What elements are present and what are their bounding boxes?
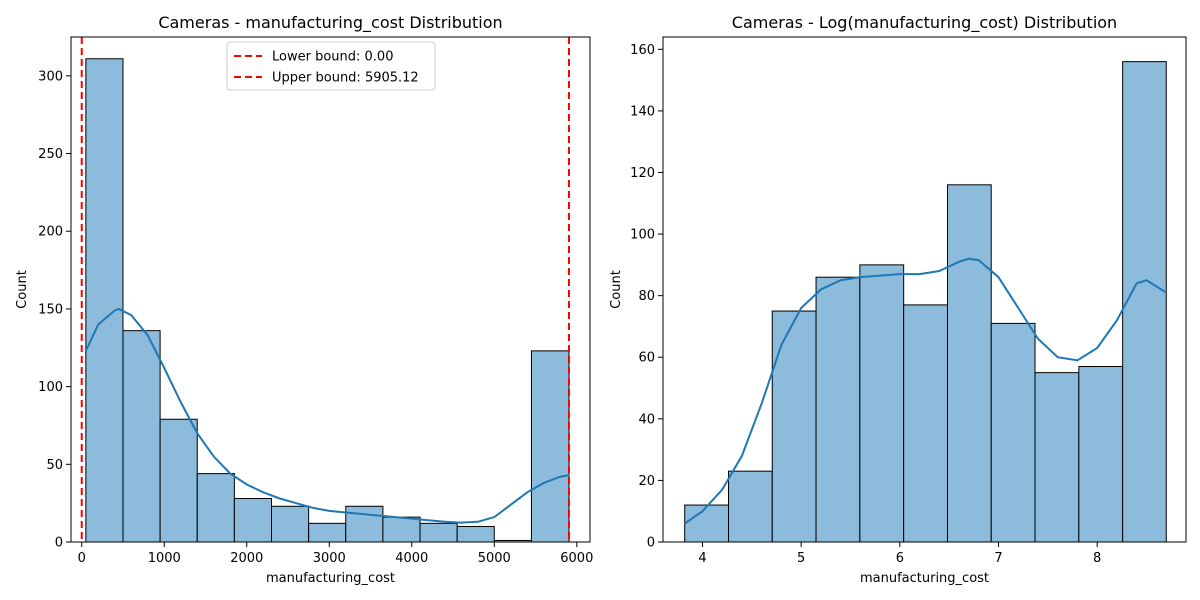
histogram-bar — [1122, 61, 1167, 543]
kde-line — [684, 257, 1167, 525]
histogram-bar — [196, 473, 235, 543]
y-tick-label: 120 — [630, 166, 655, 181]
y-tick-label: 150 — [38, 302, 63, 317]
x-axis-label: manufacturing_cost — [266, 571, 395, 586]
y-tick-label: 0 — [647, 536, 655, 551]
y-tick-label: 40 — [638, 412, 655, 427]
histogram-bar — [859, 264, 905, 543]
y-tick-label: 200 — [38, 225, 63, 240]
histogram-bar — [903, 304, 948, 543]
histogram-bar — [530, 350, 570, 543]
x-tick-label: 8 — [1093, 551, 1101, 566]
y-tick-label: 60 — [638, 351, 655, 366]
histogram-bar — [815, 276, 861, 543]
x-tick-label: 3000 — [313, 551, 346, 566]
y-tick-label: 50 — [46, 458, 63, 473]
x-tick-label: 0 — [78, 551, 86, 566]
histogram-bar — [771, 310, 817, 543]
y-axis-label: Count — [15, 270, 30, 309]
histogram-bar — [382, 516, 421, 543]
x-tick-label: 1000 — [148, 551, 181, 566]
x-tick-label: 5000 — [478, 551, 511, 566]
histogram-bar — [419, 522, 458, 543]
histogram-bar — [122, 330, 161, 543]
y-tick-label: 160 — [630, 43, 655, 58]
histogram-bar — [946, 184, 992, 543]
histogram-bar — [728, 470, 773, 543]
histogram-bar — [1078, 365, 1124, 543]
y-tick-label: 100 — [630, 228, 655, 243]
histogram-bar — [233, 497, 273, 543]
histogram-bar — [159, 418, 198, 543]
plot-frame — [662, 36, 1187, 543]
plot-frame — [70, 36, 591, 543]
y-tick-label: 80 — [638, 289, 655, 304]
y-tick-label: 0 — [55, 536, 63, 551]
kde-line — [84, 307, 570, 524]
histogram-bar — [308, 522, 347, 543]
histogram-bar — [990, 322, 1036, 543]
x-tick-label: 6 — [896, 551, 904, 566]
histogram-bar — [1034, 372, 1080, 543]
x-tick-label: 6000 — [560, 551, 593, 566]
legend-label: Lower bound: 0.00 — [272, 50, 393, 65]
legend-label: Upper bound: 5905.12 — [272, 71, 419, 86]
y-axis-label: Count — [609, 270, 624, 309]
chart-title: Cameras - manufacturing_cost Distributio… — [158, 13, 502, 33]
x-tick-label: 2000 — [230, 551, 263, 566]
chart-manufacturing-cost: 0 1000 2000 3000 4000 5000 6000 0 50 100 150 200 250… — [15, 13, 593, 586]
histogram-bar — [85, 58, 124, 543]
y-tick-label: 20 — [638, 474, 655, 489]
y-tick-label: 100 — [38, 380, 63, 395]
legend-box — [226, 41, 436, 91]
y-tick-label: 300 — [38, 69, 63, 84]
x-tick-label: 5 — [797, 551, 805, 566]
x-tick-label: 4000 — [395, 551, 428, 566]
chart-title: Cameras - Log(manufacturing_cost) Distri… — [732, 13, 1117, 33]
legend: Lower bound: 0.00 Upper bound: 5905.12 — [226, 41, 436, 91]
histogram-bar — [684, 504, 730, 543]
x-tick-label: 7 — [994, 551, 1002, 566]
x-axis-label: manufacturing_cost — [860, 571, 989, 586]
y-tick-label: 250 — [38, 147, 63, 162]
histogram-bar — [345, 505, 384, 543]
y-tick-label: 140 — [630, 104, 655, 119]
histogram-bar — [271, 505, 310, 543]
x-tick-label: 4 — [698, 551, 706, 566]
histogram-bar — [456, 525, 495, 543]
